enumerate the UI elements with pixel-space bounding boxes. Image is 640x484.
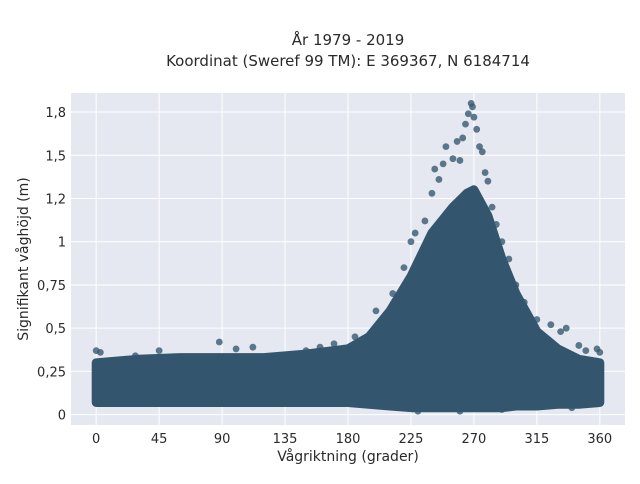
x-tick-label: 225 [399,432,424,447]
data-point [464,110,472,118]
data-point [302,347,310,355]
data-point [582,347,590,355]
x-tick-label: 0 [92,432,100,447]
data-point [439,160,447,168]
x-tick-label: 270 [461,432,486,447]
x-tick-label: 180 [336,432,361,447]
data-point [431,165,439,173]
y-tick-label: 0,25 [37,365,66,380]
data-point [488,203,496,211]
y-tick-label: 0,5 [45,322,66,337]
y-tick-label: 1,5 [45,149,66,164]
x-tick-label: 315 [524,432,549,447]
data-point [557,328,565,336]
data-point [215,338,223,346]
y-tick-label: 1 [58,236,66,251]
x-tick-label: 360 [587,432,612,447]
data-point [155,347,163,355]
data-point [533,316,541,323]
y-axis-ticks: 0 0,25 0,5 0,75 1 1,2 1,5 1,8 [37,106,66,424]
data-point [505,255,513,263]
x-axis-label: Vågriktning (grader) [277,448,419,465]
data-point [481,169,489,176]
data-point [547,321,555,329]
data-point [498,238,506,246]
data-point [435,176,443,183]
data-point [473,125,481,133]
data-point [470,113,478,121]
data-point [351,333,359,341]
data-point [469,103,476,111]
data-point [449,155,457,163]
data-point [421,217,429,225]
data-point [442,143,450,151]
data-point [389,290,397,297]
data-point [512,281,520,289]
data-point [414,407,422,415]
data-point [232,345,240,353]
x-tick-label: 45 [151,432,168,447]
x-tick-label: 135 [273,432,298,447]
data-point [456,407,464,415]
data-point [476,143,483,151]
data-point [249,343,257,351]
data-point [462,120,469,128]
data-point [456,157,464,164]
data-point [96,348,104,356]
data-point [492,221,500,228]
data-point [453,138,461,145]
y-tick-label: 0 [58,409,66,424]
x-axis-ticks: 0 45 90 135 180 225 270 315 360 [92,432,612,447]
data-point [459,134,467,142]
point-cloud-envelope [91,185,605,413]
y-tick-label: 1,8 [45,106,66,121]
data-point [562,324,570,332]
data-point [400,264,408,272]
data-point [407,238,415,246]
data-point [131,352,139,360]
data-point [520,298,528,306]
data-point [411,229,419,237]
data-point [568,404,576,412]
data-point [316,343,324,351]
chart-title: År 1979 - 2019 [292,30,405,49]
data-point [498,406,506,413]
x-tick-label: 90 [214,432,231,447]
chart-subtitle: Koordinat (Sweref 99 TM): E 369367, N 61… [166,52,530,70]
data-density-band [91,185,605,413]
y-tick-label: 1,2 [45,192,66,207]
data-point [330,340,338,348]
data-point [428,189,436,197]
y-axis-label: Signifikant våghöjd (m) [15,177,32,340]
y-tick-label: 0,75 [37,279,66,294]
data-point [372,307,380,315]
data-point [484,177,492,185]
data-points [92,99,604,415]
data-point [596,348,604,356]
data-point [478,148,486,156]
data-point [575,342,583,349]
